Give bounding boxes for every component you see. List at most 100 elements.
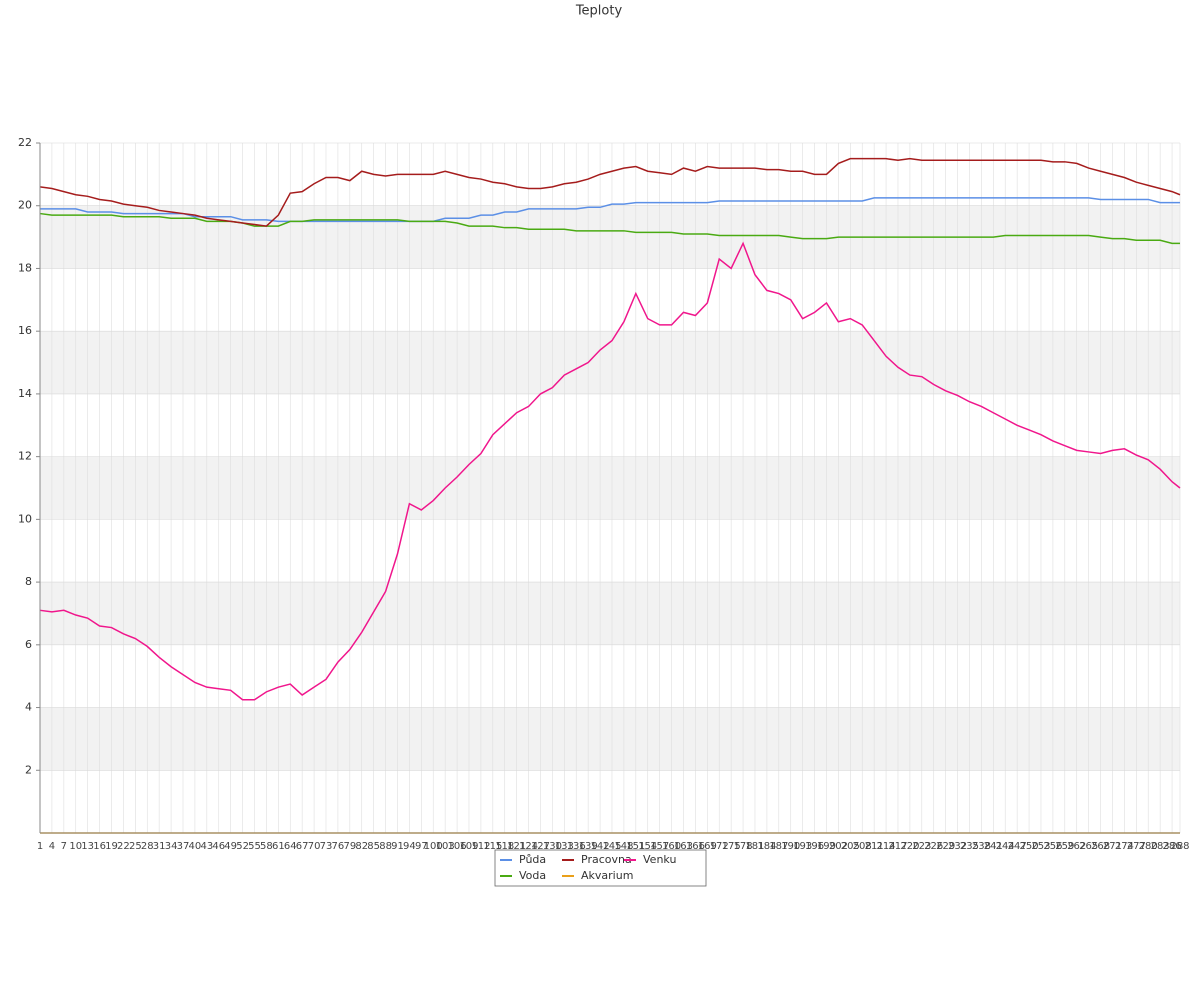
x-tick-label: 112 <box>471 841 490 852</box>
x-tick-label: 85 <box>367 841 380 852</box>
x-tick-label: 157 <box>650 841 669 852</box>
x-tick-label: 247 <box>1008 841 1027 852</box>
grid-band <box>40 582 1180 645</box>
x-tick-label: 34 <box>165 841 178 852</box>
x-tick-label: 181 <box>745 841 764 852</box>
x-tick-label: 121 <box>507 841 526 852</box>
x-tick-label: 262 <box>1067 841 1086 852</box>
x-tick-label: 88 <box>379 841 392 852</box>
x-tick-label: 220 <box>900 841 919 852</box>
x-tick-label: 136 <box>567 841 586 852</box>
x-tick-label: 163 <box>674 841 693 852</box>
legend: Půda Voda Pracovna Akvarium Venku <box>500 853 676 882</box>
x-tick-label: 103 <box>436 841 455 852</box>
x-tick-label: 199 <box>817 841 836 852</box>
x-tick-label: 172 <box>710 841 729 852</box>
x-tick-label: 145 <box>602 841 621 852</box>
y-tick-label: 18 <box>18 261 32 274</box>
x-tick-label: 175 <box>722 841 741 852</box>
x-tick-label: 277 <box>1127 841 1146 852</box>
x-tick-label: 226 <box>924 841 943 852</box>
axes: 1 4 7 10 13 16 19 22 25 28 31 34 37 40 43 46 49 52 55 58 61 6… <box>18 136 1190 852</box>
x-tick-label: 139 <box>579 841 598 852</box>
x-tick-label: 241 <box>984 841 1003 852</box>
x-tick-label: 55 <box>248 841 261 852</box>
series-line <box>40 197 1180 223</box>
legend-box <box>494 849 707 887</box>
grid-band <box>40 331 1180 394</box>
x-tick-label: 4 <box>49 841 55 852</box>
x-tick-label: 46 <box>212 841 225 852</box>
x-tick-label: 97 <box>415 841 428 852</box>
x-tick-label: 58 <box>260 841 273 852</box>
x-tick-label: 22 <box>117 841 130 852</box>
x-tick-label: 280 <box>1139 841 1158 852</box>
x-tick-label: 160 <box>662 841 681 852</box>
x-tick-label: 193 <box>793 841 812 852</box>
x-tick-label: 130 <box>543 841 562 852</box>
x-tick-label: 82 <box>355 841 368 852</box>
x-tick-label: 37 <box>177 841 190 852</box>
x-tick-label: 214 <box>877 841 896 852</box>
x-tick-label: 133 <box>555 841 574 852</box>
x-tick-label: 235 <box>960 841 979 852</box>
x-tick-label: 124 <box>519 841 538 852</box>
x-tick-label: 94 <box>403 841 416 852</box>
x-tick-label: 166 <box>686 841 705 852</box>
x-tick-label: 25 <box>129 841 142 852</box>
x-tick-label: 70 <box>308 841 321 852</box>
x-tick-label: 229 <box>936 841 955 852</box>
x-tick-label: 205 <box>841 841 860 852</box>
x-tick-label: 64 <box>284 841 297 852</box>
y-tick-label: 8 <box>25 575 32 588</box>
y-tick-label: 14 <box>18 387 32 400</box>
x-tick-label: 288 <box>1170 841 1189 852</box>
x-tick-label: 76 <box>332 841 345 852</box>
x-tick-label: 61 <box>272 841 285 852</box>
x-tick-label: 127 <box>531 841 550 852</box>
x-tick-label: 7 <box>61 841 67 852</box>
y-tick-label: 6 <box>25 638 32 651</box>
x-tick-label: 118 <box>495 841 514 852</box>
x-tick-label: 148 <box>614 841 633 852</box>
x-tick-label: 178 <box>734 841 753 852</box>
x-tick-label: 151 <box>626 841 645 852</box>
series-line <box>39 157 1181 227</box>
x-tick-label: 91 <box>391 841 404 852</box>
x-tick-label: 238 <box>972 841 991 852</box>
x-tick-label: 184 <box>757 841 776 852</box>
x-tick-label: 109 <box>459 841 478 852</box>
x-tick-label: 283 <box>1151 841 1170 852</box>
grid-band <box>40 456 1180 520</box>
x-tick-label: 31 <box>153 841 166 852</box>
x-tick-label: 100 <box>424 841 443 852</box>
x-tick-label: 40 <box>189 841 202 852</box>
x-tick-label: 196 <box>805 841 824 852</box>
legend-label: Venku <box>643 853 676 866</box>
x-tick-label: 211 <box>865 841 884 852</box>
x-tick-label: 49 <box>224 841 237 852</box>
series-line <box>39 241 1181 701</box>
x-tick-label: 286 <box>1163 841 1182 852</box>
x-tick-label: 250 <box>1020 841 1039 852</box>
x-tick-label: 190 <box>781 841 800 852</box>
legend-label: Voda <box>519 869 546 882</box>
x-tick-label: 265 <box>1079 841 1098 852</box>
x-tick-label: 13 <box>81 841 94 852</box>
legend-label: Půda <box>519 853 546 866</box>
x-tick-label: 79 <box>343 841 356 852</box>
y-tick-label: 4 <box>25 701 32 714</box>
x-tick-label: 208 <box>853 841 872 852</box>
x-tick-label: 274 <box>1115 841 1134 852</box>
x-tick-label: 115 <box>483 841 502 852</box>
x-tick-label: 52 <box>236 841 249 852</box>
x-tick-label: 142 <box>591 841 610 852</box>
y-tick-label: 20 <box>18 199 32 212</box>
y-tick-label: 2 <box>25 763 32 776</box>
x-tick-label: 73 <box>320 841 333 852</box>
y-tick-label: 16 <box>18 324 32 337</box>
x-tick-label: 223 <box>912 841 931 852</box>
x-tick-label: 202 <box>829 841 848 852</box>
